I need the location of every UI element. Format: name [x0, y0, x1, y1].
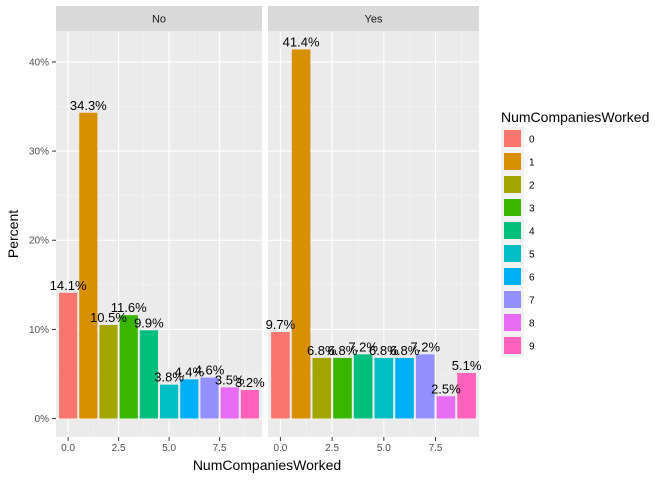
y-tick-label: 40% [29, 57, 49, 68]
data-label-no-8: 3.5% [215, 372, 245, 387]
data-label-no-4: 9.9% [134, 315, 164, 330]
legend-label-1: 1 [529, 158, 535, 169]
y-tick-label: 0% [35, 414, 50, 425]
gridlines-no [56, 31, 262, 437]
legend: NumCompaniesWorked 0 1 2 3 4 5 6 7 8 9 [501, 109, 649, 357]
legend-swatch-2 [504, 176, 521, 193]
bar-yes-0 [271, 332, 290, 419]
facet-panel-yes: Yes 9.7%41.4%6.8%6.8%7.2%6.8%6.8%7.2%2.5… [266, 6, 482, 454]
facet-strip-label-no: No [152, 14, 166, 26]
facet-panel-no: No 14.1%34.3%10.5%11.6%9.9%3.8%4.4%4.6%3… [50, 6, 265, 454]
legend-items: 0 1 2 3 4 5 6 7 8 9 [501, 127, 535, 357]
x-tick-label: 7.5 [213, 443, 227, 454]
bar-yes-9 [457, 373, 476, 419]
bar-yes-2 [312, 357, 332, 419]
x-tick-label: 2.5 [112, 443, 126, 454]
bar-no-2 [99, 324, 118, 419]
data-label-yes-1: 41.4% [283, 34, 320, 49]
bar-yes-5 [374, 357, 394, 419]
data-labels-yes: 9.7%41.4%6.8%6.8%7.2%6.8%6.8%7.2%2.5%5.1… [266, 34, 482, 396]
facet-strip-label-yes: Yes [365, 14, 383, 26]
legend-swatch-1 [504, 153, 521, 170]
data-label-no-6: 4.4% [174, 364, 204, 379]
bar-no-4 [139, 330, 158, 419]
bar-no-0 [59, 292, 78, 419]
facet-strip-no [56, 6, 262, 31]
facet-strip-yes [268, 6, 479, 31]
bar-yes-4 [353, 354, 373, 419]
x-axis-ticks-yes: 0.0 2.5 5.0 7.5 [273, 437, 443, 454]
bar-no-1 [79, 112, 98, 419]
data-label-no-1: 34.3% [70, 98, 107, 113]
bar-no-5 [160, 384, 179, 419]
data-label-yes-0: 9.7% [266, 317, 296, 332]
data-label-yes-6: 6.8% [390, 343, 420, 358]
data-label-no-3: 11.6% [111, 300, 147, 315]
legend-swatch-4 [504, 222, 521, 239]
legend-label-0: 0 [529, 135, 535, 146]
y-axis: 0% 10% 20% 30% 40% [29, 57, 56, 425]
bar-yes-1 [291, 49, 311, 419]
bar-no-8 [220, 387, 239, 419]
legend-label-5: 5 [529, 250, 535, 261]
data-label-no-7: 4.6% [195, 363, 225, 378]
legend-swatch-6 [504, 268, 521, 285]
x-axis-title: NumCompaniesWorked [193, 457, 341, 473]
data-labels-no: 14.1% 34.3% 10.5%11.6%9.9% 3.8%4.4%4.6%3.5%… [50, 98, 265, 390]
legend-swatch-0 [504, 130, 521, 147]
legend-label-8: 8 [529, 319, 535, 330]
legend-swatch-9 [504, 337, 521, 354]
legend-label-3: 3 [529, 204, 535, 215]
data-label-yes-5: 6.8% [369, 343, 399, 358]
x-tick-label: 2.5 [325, 443, 339, 454]
x-tick-label: 5.0 [162, 443, 176, 454]
bar-no-9 [240, 390, 259, 419]
data-label-yes-3: 6.8% [328, 343, 358, 358]
legend-label-9: 9 [529, 342, 535, 353]
data-label-yes-4: 7.2% [348, 339, 378, 354]
legend-swatch-7 [504, 291, 521, 308]
data-label-yes-9: 5.1% [452, 358, 482, 373]
data-label-no-2: 10.5% [90, 310, 127, 325]
legend-label-2: 2 [529, 181, 535, 192]
bar-no-3 [119, 315, 138, 419]
data-label-no-9: 3.2% [235, 375, 265, 390]
y-axis-title: Percent [5, 210, 21, 258]
x-axis-ticks-no: 0.0 2.5 5.0 7.5 [61, 437, 227, 454]
bars-yes [271, 49, 476, 419]
data-label-yes-8: 2.5% [431, 381, 461, 396]
data-label-no-5: 3.8% [154, 370, 184, 385]
bar-yes-3 [333, 357, 352, 419]
legend-swatch-5 [504, 245, 521, 262]
y-tick-label: 10% [29, 325, 49, 336]
data-label-no-0: 14.1% [50, 278, 87, 293]
y-tick-label: 30% [29, 147, 49, 158]
x-tick-label: 7.5 [429, 443, 443, 454]
bar-no-6 [180, 379, 199, 419]
bar-no-7 [200, 377, 219, 419]
x-tick-label: 0.0 [61, 443, 75, 454]
data-label-yes-2: 6.8% [307, 343, 337, 358]
legend-label-6: 6 [529, 273, 535, 284]
y-tick-label: 20% [29, 236, 49, 247]
bar-yes-6 [395, 357, 414, 419]
legend-label-7: 7 [529, 296, 535, 307]
legend-swatch-3 [504, 199, 521, 216]
bar-yes-7 [415, 354, 435, 419]
legend-label-4: 4 [529, 227, 535, 238]
bar-yes-8 [436, 396, 456, 419]
legend-swatch-8 [504, 314, 521, 331]
legend-title: NumCompaniesWorked [501, 109, 649, 125]
x-tick-label: 0.0 [273, 443, 287, 454]
data-label-yes-7: 7.2% [410, 339, 440, 354]
bars-no [59, 112, 259, 419]
x-tick-label: 5.0 [377, 443, 391, 454]
